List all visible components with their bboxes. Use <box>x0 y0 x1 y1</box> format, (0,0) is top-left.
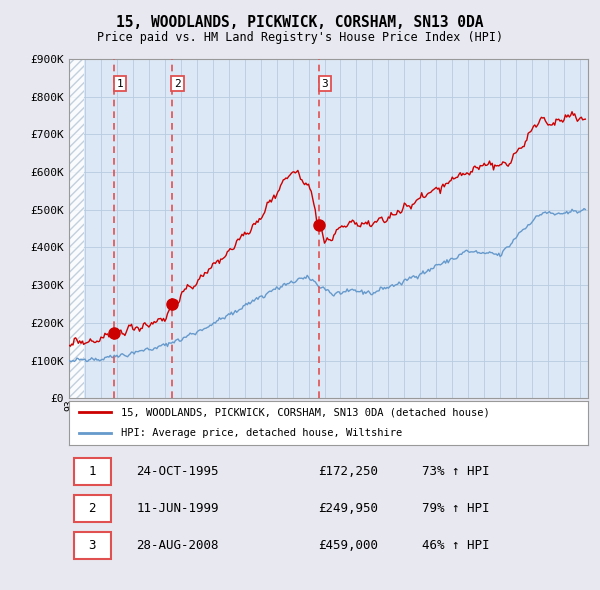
FancyBboxPatch shape <box>74 495 110 522</box>
Text: 2: 2 <box>174 78 181 88</box>
Text: 46% ↑ HPI: 46% ↑ HPI <box>422 539 490 552</box>
Text: Price paid vs. HM Land Registry's House Price Index (HPI): Price paid vs. HM Land Registry's House … <box>97 31 503 44</box>
Text: £459,000: £459,000 <box>318 539 378 552</box>
Text: 3: 3 <box>322 78 328 88</box>
Text: 11-JUN-1999: 11-JUN-1999 <box>136 502 219 515</box>
Text: 79% ↑ HPI: 79% ↑ HPI <box>422 502 490 515</box>
Text: 3: 3 <box>89 539 96 552</box>
Text: 1: 1 <box>116 78 123 88</box>
Text: 1: 1 <box>89 465 96 478</box>
Text: £249,950: £249,950 <box>318 502 378 515</box>
Text: 15, WOODLANDS, PICKWICK, CORSHAM, SN13 0DA (detached house): 15, WOODLANDS, PICKWICK, CORSHAM, SN13 0… <box>121 407 490 417</box>
Text: £172,250: £172,250 <box>318 465 378 478</box>
Text: 15, WOODLANDS, PICKWICK, CORSHAM, SN13 0DA: 15, WOODLANDS, PICKWICK, CORSHAM, SN13 0… <box>116 15 484 30</box>
Text: HPI: Average price, detached house, Wiltshire: HPI: Average price, detached house, Wilt… <box>121 428 402 438</box>
Text: 28-AUG-2008: 28-AUG-2008 <box>136 539 219 552</box>
Text: 73% ↑ HPI: 73% ↑ HPI <box>422 465 490 478</box>
Text: 24-OCT-1995: 24-OCT-1995 <box>136 465 219 478</box>
FancyBboxPatch shape <box>74 532 110 559</box>
FancyBboxPatch shape <box>74 458 110 485</box>
Bar <box>69 59 83 398</box>
Text: 2: 2 <box>89 502 96 515</box>
